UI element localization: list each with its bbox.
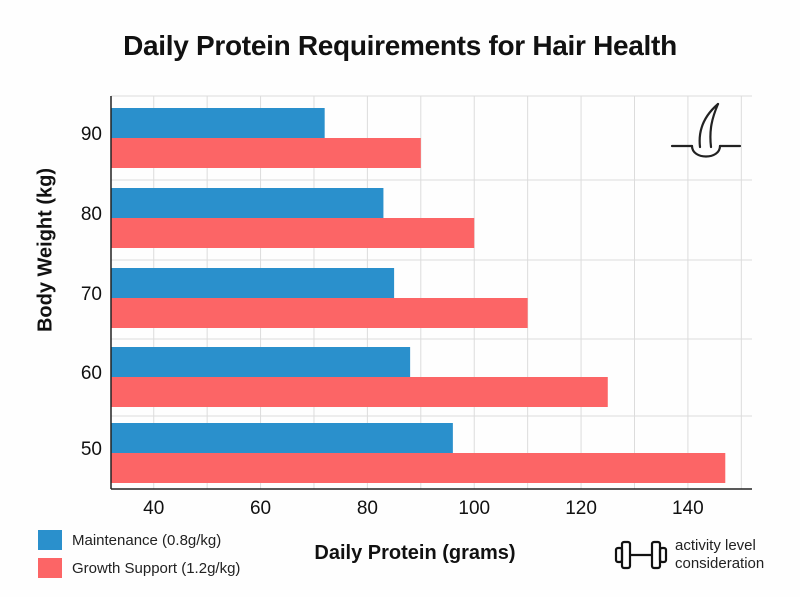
activity-note-text: activity level consideration — [675, 537, 764, 573]
x-tick-label: 140 — [672, 498, 704, 519]
bar-growth-50 — [111, 453, 726, 483]
bar-maintenance-50 — [111, 423, 453, 453]
x-tick-label: 120 — [565, 498, 597, 519]
legend-swatch-maintenance — [38, 530, 62, 550]
legend-item-growth: Growth Support (1.2g/kg) — [38, 556, 240, 580]
x-axis-label: Daily Protein (grams) — [314, 542, 516, 564]
x-tick-label: 60 — [250, 498, 271, 519]
legend-item-maintenance: Maintenance (0.8g/kg) — [38, 528, 240, 552]
axes — [110, 96, 752, 490]
legend-swatch-growth — [38, 558, 62, 578]
y-tick-label: 70 — [81, 284, 102, 305]
x-tick-label: 80 — [357, 498, 378, 519]
x-tick-label: 40 — [143, 498, 164, 519]
bar-growth-70 — [111, 298, 528, 328]
bar-growth-60 — [111, 377, 608, 407]
y-tick-label: 60 — [81, 363, 102, 384]
legend-label-growth: Growth Support (1.2g/kg) — [72, 559, 241, 577]
bar-growth-90 — [111, 138, 421, 168]
dumbbell-icon — [614, 540, 668, 570]
bars — [111, 108, 726, 483]
y-tick-label: 50 — [81, 439, 102, 460]
legend-label-maintenance: Maintenance (0.8g/kg) — [72, 531, 222, 549]
bar-growth-80 — [111, 218, 475, 248]
x-tick-label: 100 — [458, 498, 490, 519]
legend: Maintenance (0.8g/kg) Growth Support (1.… — [38, 528, 240, 584]
tick-labels: 90 80 70 60 50 40 60 80 100 120 140 — [81, 124, 704, 519]
y-tick-label: 80 — [81, 204, 102, 225]
bar-maintenance-90 — [111, 108, 325, 138]
bar-maintenance-70 — [111, 268, 395, 298]
bar-maintenance-80 — [111, 188, 384, 218]
activity-note: activity level consideration — [613, 537, 764, 573]
hair-follicle-icon — [670, 102, 742, 158]
bar-maintenance-60 — [111, 347, 411, 377]
y-tick-label: 90 — [81, 124, 102, 145]
y-axis-label: Body Weight (kg) — [34, 167, 57, 333]
chart-title: Daily Protein Requirements for Hair Heal… — [123, 30, 677, 61]
note-line-2: consideration — [675, 555, 765, 572]
note-line-1: activity level — [675, 537, 756, 554]
